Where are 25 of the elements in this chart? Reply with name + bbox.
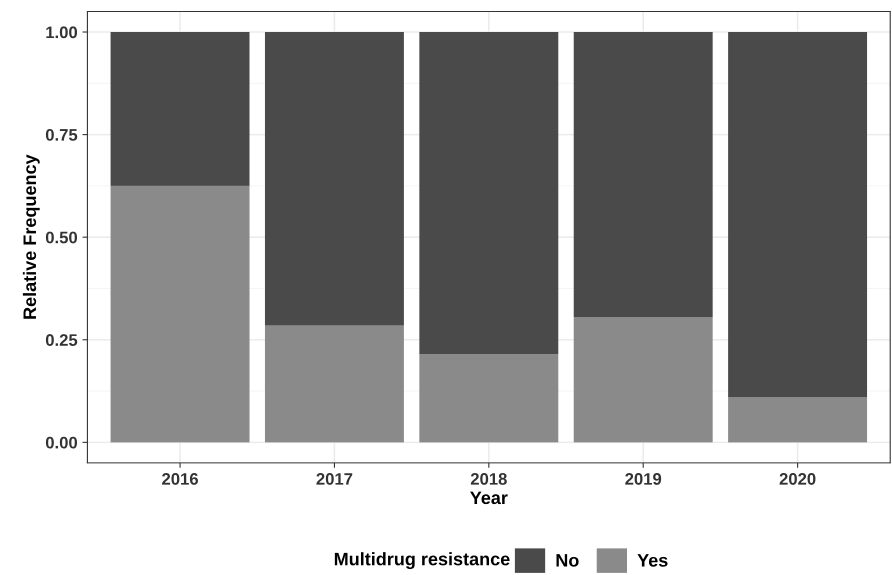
legend-label: No: [556, 554, 579, 567]
bar: [264, 325, 404, 442]
x-tick-label: 2018: [470, 473, 507, 485]
legend-label: Yes: [637, 554, 668, 567]
x-tick-label: 2019: [625, 473, 662, 485]
bar: [728, 397, 868, 442]
bar: [110, 32, 250, 186]
y-tick-label: 0.50: [46, 232, 78, 244]
bar: [574, 32, 713, 318]
legend-title: Multidrug resistance: [334, 552, 510, 570]
bar: [264, 32, 404, 326]
y-tick-label: 1.00: [46, 26, 78, 38]
y-axis-title: Relative Frequency: [22, 154, 40, 319]
bar: [419, 354, 558, 442]
bar: [574, 317, 713, 442]
x-tick-label: 2017: [316, 473, 352, 485]
bar: [728, 32, 868, 398]
x-tick-label: 2016: [162, 473, 198, 485]
x-tick-label: 2020: [780, 473, 816, 485]
bar: [110, 186, 250, 442]
y-tick-label: 0.25: [46, 334, 78, 346]
x-axis-title: Year: [470, 492, 508, 504]
y-tick-label: 0.00: [46, 436, 78, 449]
bar: [419, 32, 558, 354]
y-tick-label: 0.75: [46, 129, 78, 141]
